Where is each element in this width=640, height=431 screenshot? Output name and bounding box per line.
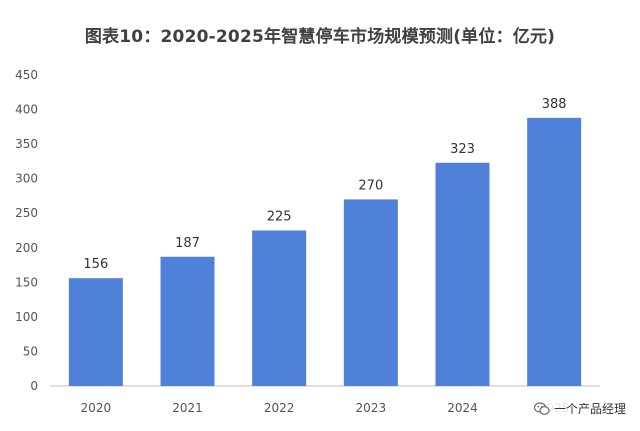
y-tick-label: 300: [15, 172, 38, 186]
x-tick-label: 2021: [172, 401, 203, 415]
bars: [68, 117, 582, 387]
y-tick-label: 100: [15, 310, 38, 324]
x-axis: 202020212022202320242025: [81, 401, 570, 415]
bar-2023: [343, 199, 398, 386]
y-tick-label: 0: [30, 379, 38, 393]
bar-2025: [527, 117, 582, 387]
data-label: 323: [450, 142, 475, 157]
data-label: 388: [542, 97, 567, 112]
source-watermark: 一个产品经理: [533, 400, 626, 417]
x-tick-label: 2022: [264, 401, 295, 415]
y-tick-label: 450: [15, 68, 38, 82]
data-label: 225: [267, 210, 292, 225]
y-tick-label: 350: [15, 137, 38, 151]
y-axis: 0 50 100 150 200 250 300 350 400 450: [15, 68, 38, 393]
data-label: 156: [83, 257, 108, 272]
wechat-icon: [533, 401, 550, 416]
data-label: 187: [175, 236, 200, 251]
x-tick-label: 2024: [447, 401, 478, 415]
y-tick-label: 250: [15, 206, 38, 220]
y-tick-label: 50: [23, 344, 38, 358]
y-tick-label: 200: [15, 241, 38, 255]
source-text: 一个产品经理: [553, 402, 626, 416]
y-tick-label: 150: [15, 275, 38, 289]
x-tick-label: 2020: [81, 401, 112, 415]
y-tick-label: 400: [15, 103, 38, 117]
bar-2022: [252, 230, 307, 386]
chart-title: 图表10：2020-2025年智慧停车市场规模预测(单位：亿元): [84, 27, 556, 47]
data-label: 270: [358, 178, 383, 193]
bar-2020: [68, 278, 123, 386]
x-tick-label: 2023: [356, 401, 387, 415]
data-labels: 156 187 225 270 323 388: [83, 97, 566, 272]
bar-2024: [435, 162, 490, 386]
bar-2021: [160, 256, 215, 386]
